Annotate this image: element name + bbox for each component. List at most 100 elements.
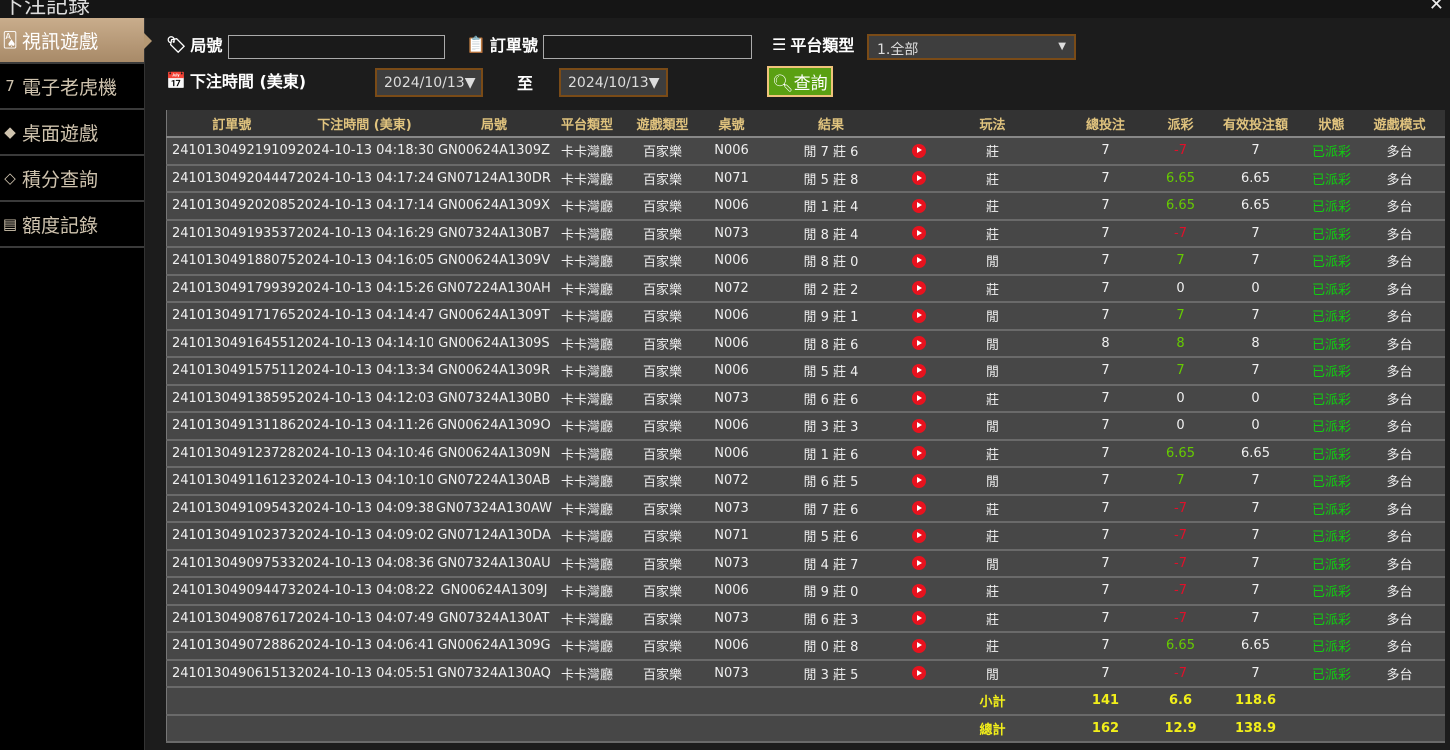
cell-total-bet: 7 [1052, 247, 1159, 276]
header-bet-type: 玩法 [932, 110, 1053, 138]
sidebar-item-0[interactable]: 🂡 視訊遊戲 [0, 18, 152, 64]
cell-bet-type: 閒 [932, 467, 1053, 496]
cell-total-bet: 7 [1052, 659, 1159, 688]
cell-bet-type: 閒 [932, 659, 1053, 688]
cell-valid-bet: 7 [1202, 494, 1309, 523]
cell-valid-bet: 6.65 [1202, 164, 1309, 193]
cell-valid-bet: 6.65 [1202, 439, 1309, 468]
play-video-icon[interactable] [912, 501, 926, 516]
subtotal-valid-bet: 118.6 [1202, 687, 1309, 716]
table-row: 241013049102373 2024-10-13 04:09:02 GN0712… [166, 522, 1445, 551]
play-video-icon[interactable] [912, 391, 926, 406]
header-table-no: 桌號 [706, 110, 757, 138]
cell-total-bet: 7 [1052, 632, 1159, 661]
play-video-icon[interactable] [912, 281, 926, 296]
cell-total-bet: 7 [1052, 412, 1159, 441]
cell-result: 閒 4 莊 7 [756, 549, 906, 578]
cell-status: 已派彩 [1308, 247, 1355, 276]
order-input[interactable] [543, 35, 752, 59]
cell-valid-bet: 7 [1202, 522, 1309, 551]
cell-platform-type: 卡卡灣廳 [555, 302, 619, 331]
cell-status: 已派彩 [1308, 577, 1355, 606]
cell-payout: 6.65 [1158, 439, 1203, 468]
play-video-icon[interactable] [912, 418, 926, 433]
cell-valid-bet: 8 [1202, 329, 1309, 358]
play-video-icon[interactable] [912, 528, 926, 543]
play-video-icon[interactable] [912, 198, 926, 213]
play-video-icon[interactable] [912, 253, 926, 268]
cell-round-no: GN00624A1309R [432, 357, 556, 386]
cell-total-bet: 7 [1052, 439, 1159, 468]
cell-bet-type: 莊 [932, 494, 1053, 523]
sidebar-item-2[interactable]: ◆ 桌面遊戲 [0, 110, 144, 156]
cell-result: 閒 9 莊 0 [756, 577, 906, 606]
search-button[interactable]: 🔍︎查詢 [767, 66, 833, 97]
play-video-icon[interactable] [912, 446, 926, 461]
round-input[interactable] [228, 35, 445, 59]
header-valid-bet: 有效投注額 [1202, 110, 1309, 138]
total-row: 總計 162 12.9 138.9 [166, 714, 1445, 743]
cell-game-mode: 多台 [1354, 137, 1445, 166]
cell-round-no: GN07324A130AT [432, 604, 556, 633]
cell-valid-bet: 7 [1202, 467, 1309, 496]
cell-platform-type: 卡卡灣廳 [555, 137, 619, 166]
cell-game-type: 百家樂 [618, 302, 707, 331]
play-video-icon[interactable] [912, 611, 926, 626]
order-label: 📋 訂單號 [466, 34, 538, 56]
cell-round-no: GN00624A1309T [432, 302, 556, 331]
cell-bet-time: 2024-10-13 04:05:51 [296, 659, 433, 688]
cell-game-type: 百家樂 [618, 467, 707, 496]
cell-platform-type: 卡卡灣廳 [555, 329, 619, 358]
cell-table-no: N006 [706, 577, 757, 606]
play-video-icon[interactable] [912, 583, 926, 598]
sidebar-item-4[interactable]: ▤ 額度記錄 [0, 202, 144, 248]
play-video-icon[interactable] [912, 226, 926, 241]
cell-total-bet: 7 [1052, 219, 1159, 248]
play-video-icon[interactable] [912, 363, 926, 378]
cell-order-no: 241013049204447 [166, 164, 297, 193]
total-valid-bet: 138.9 [1202, 714, 1309, 743]
cell-table-no: N006 [706, 439, 757, 468]
cell-bet-time: 2024-10-13 04:17:14 [296, 192, 433, 221]
cell-bet-type: 閒 [932, 549, 1053, 578]
cell-round-no: GN07324A130AQ [432, 659, 556, 688]
table-row: 241013049204447 2024-10-13 04:17:24 GN0712… [166, 164, 1445, 193]
play-video-icon[interactable] [912, 666, 926, 681]
play-video-icon[interactable] [912, 336, 926, 351]
cell-bet-time: 2024-10-13 04:18:30 [296, 137, 433, 166]
play-video-icon[interactable] [912, 638, 926, 653]
cell-table-no: N071 [706, 164, 757, 193]
date-to-select[interactable]: 2024/10/13▼ [559, 68, 668, 97]
table-row: 241013049072886 2024-10-13 04:06:41 GN0062… [166, 632, 1445, 661]
play-video-icon[interactable] [912, 143, 926, 158]
cell-platform-type: 卡卡灣廳 [555, 247, 619, 276]
cell-round-no: GN00624A1309S [432, 329, 556, 358]
play-video-icon[interactable] [912, 308, 926, 323]
play-video-icon[interactable] [912, 473, 926, 488]
cell-bet-type: 閒 [932, 302, 1053, 331]
close-icon[interactable]: ✕ [1428, 0, 1444, 15]
header-total-bet: 總投注 [1052, 110, 1159, 138]
play-video-icon[interactable] [912, 556, 926, 571]
header-game-mode: 遊戲模式 [1354, 110, 1445, 138]
sidebar-item-1[interactable]: 7 電子老虎機 [0, 64, 144, 110]
cell-table-no: N073 [706, 219, 757, 248]
cell-status: 已派彩 [1308, 357, 1355, 386]
sidebar-item-3[interactable]: ◇ 積分查詢 [0, 156, 144, 202]
cell-valid-bet: 0 [1202, 384, 1309, 413]
cell-payout: 7 [1158, 467, 1203, 496]
cell-valid-bet: 7 [1202, 357, 1309, 386]
cell-bet-time: 2024-10-13 04:08:36 [296, 549, 433, 578]
cell-game-type: 百家樂 [618, 522, 707, 551]
cell-valid-bet: 6.65 [1202, 192, 1309, 221]
play-video-icon[interactable] [912, 171, 926, 186]
table-row: 241013049164551 2024-10-13 04:14:10 GN0062… [166, 329, 1445, 358]
cell-order-no: 241013049102373 [166, 522, 297, 551]
cell-status: 已派彩 [1308, 164, 1355, 193]
cell-order-no: 241013049061513 [166, 659, 297, 688]
table-row: 241013049193537 2024-10-13 04:16:29 GN0732… [166, 219, 1445, 248]
platform-select[interactable]: 1.全部 ▼ [867, 34, 1076, 60]
cell-bet-type: 閒 [932, 247, 1053, 276]
date-from-select[interactable]: 2024/10/13▼ [375, 68, 483, 97]
cell-game-type: 百家樂 [618, 384, 707, 413]
